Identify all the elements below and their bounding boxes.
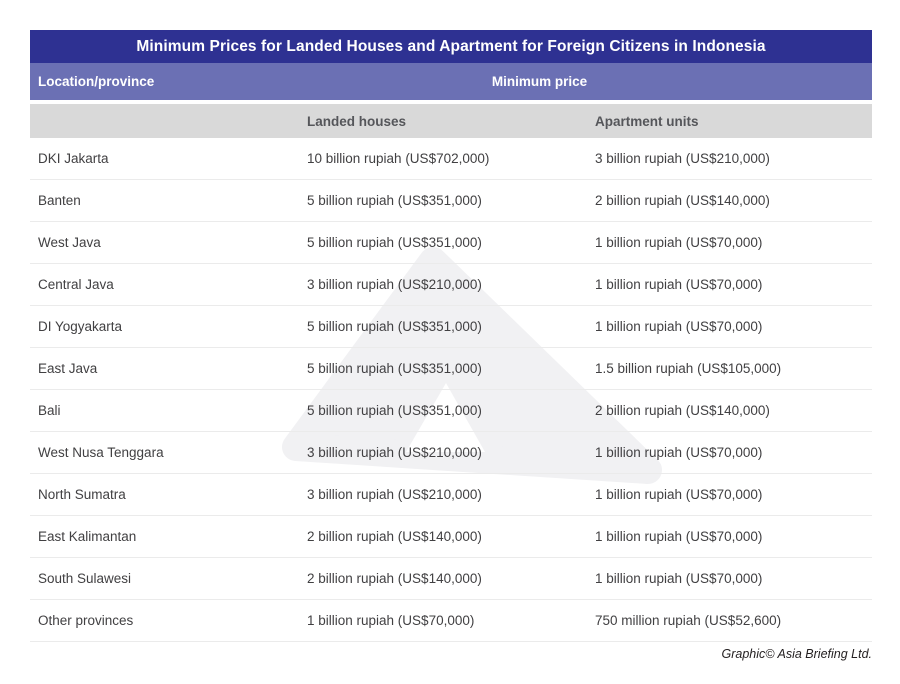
- cell-apartment-price: 1 billion rupiah (US$70,000): [595, 445, 763, 460]
- table-header-row: Location/province Minimum price: [30, 63, 872, 100]
- cell-location: West Nusa Tenggara: [38, 445, 164, 460]
- page-title: Minimum Prices for Landed Houses and Apa…: [30, 30, 872, 63]
- cell-apartment-price: 1 billion rupiah (US$70,000): [595, 235, 763, 250]
- price-table: Minimum Prices for Landed Houses and Apa…: [30, 30, 872, 642]
- table-row: East Kalimantan 2 billion rupiah (US$140…: [30, 516, 872, 558]
- table-row: South Sulawesi 2 billion rupiah (US$140,…: [30, 558, 872, 600]
- table-row: Banten 5 billion rupiah (US$351,000) 2 b…: [30, 180, 872, 222]
- cell-location: Banten: [38, 193, 81, 208]
- subcolumn-header-landed-houses: Landed houses: [307, 113, 407, 129]
- cell-landed-price: 5 billion rupiah (US$351,000): [307, 403, 482, 418]
- cell-landed-price: 3 billion rupiah (US$210,000): [307, 277, 482, 292]
- table-row: DKI Jakarta 10 billion rupiah (US$702,00…: [30, 138, 872, 180]
- cell-apartment-price: 1 billion rupiah (US$70,000): [595, 487, 763, 502]
- cell-apartment-price: 2 billion rupiah (US$140,000): [595, 403, 770, 418]
- cell-location: Bali: [38, 403, 61, 418]
- cell-location: West Java: [38, 235, 101, 250]
- cell-apartment-price: 750 million rupiah (US$52,600): [595, 613, 782, 628]
- cell-landed-price: 5 billion rupiah (US$351,000): [307, 193, 482, 208]
- cell-location: East Kalimantan: [38, 529, 137, 544]
- table-row: Bali 5 billion rupiah (US$351,000) 2 bil…: [30, 390, 872, 432]
- table-row: Central Java 3 billion rupiah (US$210,00…: [30, 264, 872, 306]
- cell-landed-price: 10 billion rupiah (US$702,000): [307, 151, 490, 166]
- credit-text: Graphic© Asia Briefing Ltd.: [721, 647, 872, 661]
- cell-landed-price: 5 billion rupiah (US$351,000): [307, 235, 482, 250]
- column-header-location: Location/province: [38, 74, 155, 89]
- cell-location: DKI Jakarta: [38, 151, 109, 166]
- cell-landed-price: 2 billion rupiah (US$140,000): [307, 529, 482, 544]
- cell-apartment-price: 3 billion rupiah (US$210,000): [595, 151, 770, 166]
- cell-apartment-price: 2 billion rupiah (US$140,000): [595, 193, 770, 208]
- cell-landed-price: 2 billion rupiah (US$140,000): [307, 571, 482, 586]
- table-row: East Java 5 billion rupiah (US$351,000) …: [30, 348, 872, 390]
- asia-briefing-logo-watermark: [282, 247, 662, 484]
- cell-location: Other provinces: [38, 613, 134, 628]
- table-row: North Sumatra 3 billion rupiah (US$210,0…: [30, 474, 872, 516]
- cell-landed-price: 5 billion rupiah (US$351,000): [307, 361, 482, 376]
- cell-apartment-price: 1 billion rupiah (US$70,000): [595, 571, 763, 586]
- cell-apartment-price: 1.5 billion rupiah (US$105,000): [595, 361, 782, 376]
- cell-location: South Sulawesi: [38, 571, 132, 586]
- cell-location: East Java: [38, 361, 98, 376]
- cell-landed-price: 3 billion rupiah (US$210,000): [307, 445, 482, 460]
- subcolumn-header-apartment-units: Apartment units: [595, 113, 699, 129]
- column-group-header-minimum-price: Minimum price: [491, 74, 588, 89]
- table-row: West Nusa Tenggara 3 billion rupiah (US$…: [30, 432, 872, 474]
- cell-location: Central Java: [38, 277, 114, 292]
- header-divider: [30, 100, 872, 104]
- table-row: West Java 5 billion rupiah (US$351,000) …: [30, 222, 872, 264]
- table-row: DI Yogyakarta 5 billion rupiah (US$351,0…: [30, 306, 872, 348]
- table-subheader-row: Landed houses Apartment units: [30, 104, 872, 138]
- cell-apartment-price: 1 billion rupiah (US$70,000): [595, 319, 763, 334]
- cell-apartment-price: 1 billion rupiah (US$70,000): [595, 277, 763, 292]
- cell-apartment-price: 1 billion rupiah (US$70,000): [595, 529, 763, 544]
- cell-landed-price: 3 billion rupiah (US$210,000): [307, 487, 482, 502]
- table-row: Other provinces 1 billion rupiah (US$70,…: [30, 600, 872, 642]
- cell-location: North Sumatra: [38, 487, 126, 502]
- cell-landed-price: 1 billion rupiah (US$70,000): [307, 613, 475, 628]
- cell-location: DI Yogyakarta: [38, 319, 123, 334]
- cell-landed-price: 5 billion rupiah (US$351,000): [307, 319, 482, 334]
